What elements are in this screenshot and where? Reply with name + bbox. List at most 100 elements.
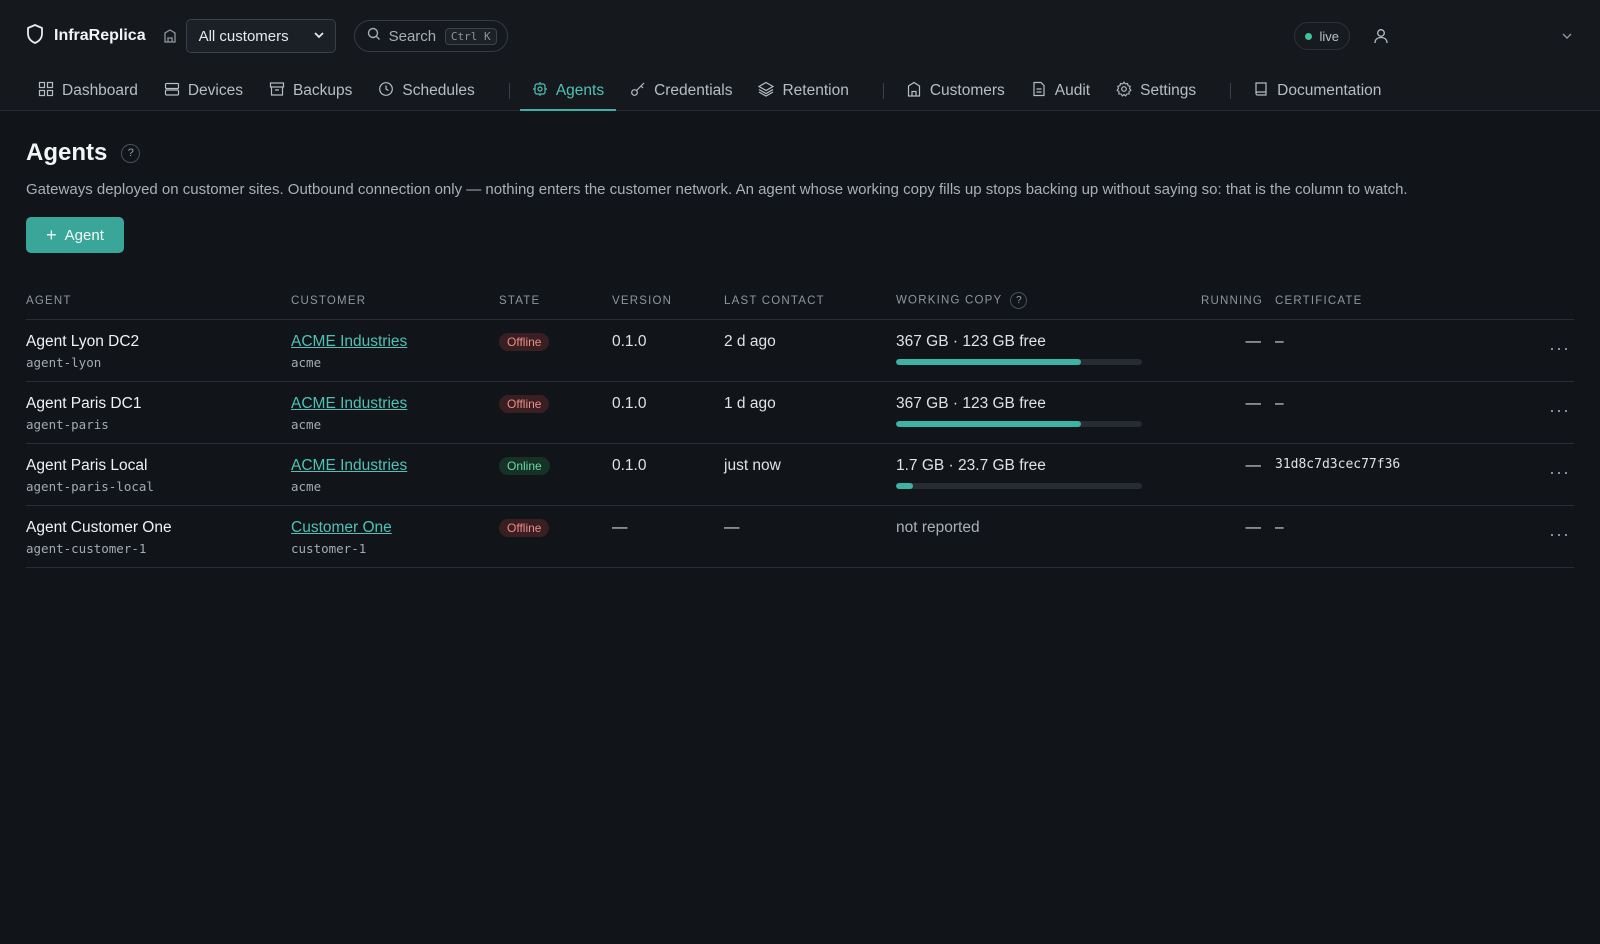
nav-item-agents[interactable]: Agents <box>519 72 617 111</box>
agent-name[interactable]: Agent Lyon DC2 <box>26 332 140 350</box>
nav-item-customers[interactable]: Customers <box>906 72 1017 110</box>
top-bar: InfraReplica All customers Search Ctrl K… <box>0 0 1600 72</box>
certificate: – <box>1275 381 1495 444</box>
agent-name[interactable]: Agent Paris Local <box>26 456 148 474</box>
user-menu-chevron-icon[interactable] <box>1560 29 1574 43</box>
nav-item-retention[interactable]: Retention <box>758 72 860 110</box>
nav-item-credentials[interactable]: Credentials <box>630 72 744 110</box>
page-subtitle: Gateways deployed on customer sites. Out… <box>26 181 1408 198</box>
column-header-agent[interactable]: AGENT <box>26 283 291 320</box>
running: — <box>1201 381 1275 444</box>
row-actions-menu-icon[interactable]: ··· <box>1495 443 1574 506</box>
nav-item-devices[interactable]: Devices <box>164 72 255 110</box>
column-header-certificate[interactable]: CERTIFICATE <box>1275 283 1495 320</box>
nav-item-documentation[interactable]: Documentation <box>1253 72 1393 110</box>
nav-label: Customers <box>929 82 1005 99</box>
customer-link[interactable]: Customer One <box>291 518 392 536</box>
chevron-down-icon <box>313 28 325 45</box>
gear-icon <box>1116 80 1132 102</box>
nav-item-settings[interactable]: Settings <box>1116 72 1208 110</box>
working-copy-text: 367 GB · 123 GB free <box>896 332 1046 350</box>
row-actions-menu-icon[interactable]: ··· <box>1495 505 1574 568</box>
user-icon[interactable] <box>1372 27 1390 45</box>
column-header-customer[interactable]: CUSTOMER <box>291 283 499 320</box>
certificate: – <box>1275 505 1495 568</box>
key-icon <box>630 81 646 102</box>
table-header-row: AGENT CUSTOMER STATE VERSION LAST CONTAC… <box>26 283 1574 320</box>
table-row[interactable]: Agent Paris DC1 agent-paris ACME Industri… <box>26 381 1574 444</box>
working-copy-text: 1.7 GB · 23.7 GB free <box>896 456 1046 474</box>
table-row[interactable]: Agent Lyon DC2 agent-lyon ACME Industries… <box>26 319 1574 382</box>
working-copy-text: 367 GB · 123 GB free <box>896 394 1046 412</box>
help-icon[interactable]: ? <box>121 143 141 163</box>
nav-divider <box>1230 83 1232 99</box>
version: 0.1.0 <box>612 381 724 444</box>
last-contact: — <box>724 505 896 568</box>
add-agent-button[interactable]: + Agent <box>26 217 124 253</box>
customer-link[interactable]: ACME Industries <box>291 394 408 412</box>
nav-item-backups[interactable]: Backups <box>269 72 364 110</box>
running: — <box>1201 505 1275 568</box>
column-header-version[interactable]: VERSION <box>612 283 724 320</box>
dashboard-icon <box>38 81 54 102</box>
working-copy-text: not reported <box>896 505 1201 568</box>
certificate: 31d8c7d3cec77f36 <box>1275 443 1495 506</box>
row-actions-menu-icon[interactable]: ··· <box>1495 381 1574 444</box>
status-badge: Online <box>499 456 550 475</box>
search-shortcut: Ctrl K <box>444 27 497 45</box>
agent-name[interactable]: Agent Customer One <box>26 518 172 536</box>
search-label: Search <box>388 27 437 45</box>
customer-slug: acme <box>291 478 322 494</box>
brand[interactable]: InfraReplica <box>26 23 146 49</box>
customer-select[interactable]: All customers <box>185 19 336 53</box>
clock-icon <box>378 81 394 102</box>
nav-label: Settings <box>1140 82 1197 99</box>
nav-item-dashboard[interactable]: Dashboard <box>38 72 150 110</box>
devices-icon <box>164 81 180 102</box>
live-label: live <box>1319 28 1339 44</box>
nav-item-audit[interactable]: Audit <box>1031 72 1102 110</box>
nav-label: Retention <box>782 82 849 99</box>
nav-divider <box>882 83 884 99</box>
main-nav: Dashboard Devices Backups Schedules Agen… <box>0 72 1600 111</box>
column-header-state[interactable]: STATE <box>499 283 612 320</box>
working-copy-bar <box>896 420 1142 427</box>
nav-label: Documentation <box>1277 82 1382 99</box>
customer-link[interactable]: ACME Industries <box>291 456 408 474</box>
agent-name[interactable]: Agent Paris DC1 <box>26 394 142 412</box>
page-title: Agents <box>26 139 108 166</box>
customer-slug: acme <box>291 354 322 370</box>
app-name: InfraReplica <box>54 27 146 44</box>
table-row[interactable]: Agent Customer One agent-customer-1 Custo… <box>26 505 1574 568</box>
working-copy-bar-fill <box>896 420 1081 427</box>
customer-select-value: All customers <box>198 27 289 45</box>
nav-label: Backups <box>292 82 353 99</box>
agents-table: AGENT CUSTOMER STATE VERSION LAST CONTAC… <box>26 283 1574 568</box>
agent-icon <box>532 81 548 102</box>
agent-slug: agent-lyon <box>26 354 102 370</box>
book-icon <box>1253 81 1269 102</box>
status-badge: Offline <box>499 518 550 537</box>
nav-label: Schedules <box>402 82 475 99</box>
nav-label: Credentials <box>654 82 733 99</box>
nav-item-schedules[interactable]: Schedules <box>378 72 486 110</box>
search-button[interactable]: Search Ctrl K <box>353 20 508 52</box>
building-icon <box>906 81 922 102</box>
working-copy-bar <box>896 482 1142 489</box>
working-copy-bar <box>896 358 1142 365</box>
nav-label: Devices <box>187 82 243 99</box>
row-actions-menu-icon[interactable]: ··· <box>1495 319 1574 382</box>
running: — <box>1201 443 1275 506</box>
help-icon[interactable]: ? <box>1010 292 1028 310</box>
version: 0.1.0 <box>612 443 724 506</box>
nav-label: Dashboard <box>62 82 138 99</box>
column-header-working-copy[interactable]: WORKING COPY? <box>896 283 1201 320</box>
last-contact: just now <box>724 443 896 506</box>
column-header-last-contact[interactable]: LAST CONTACT <box>724 283 896 320</box>
working-copy-bar-fill <box>896 358 1081 365</box>
table-row[interactable]: Agent Paris Local agent-paris-local ACME … <box>26 443 1574 506</box>
building-icon <box>162 28 178 44</box>
column-header-running[interactable]: RUNNING <box>1201 283 1275 320</box>
status-badge: Offline <box>499 394 550 413</box>
customer-link[interactable]: ACME Industries <box>291 332 408 350</box>
